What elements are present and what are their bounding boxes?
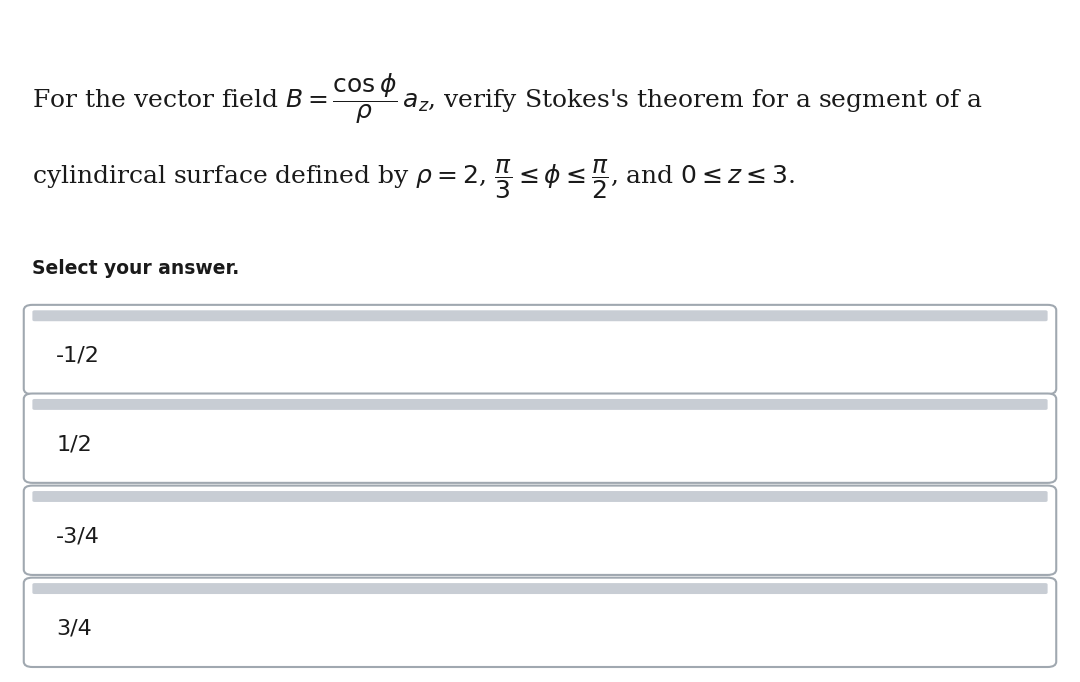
FancyBboxPatch shape xyxy=(24,305,1056,394)
Text: For the vector field $\mathit{B} = \dfrac{\cos\phi}{\rho}\,\mathit{a}_z$, verify: For the vector field $\mathit{B} = \dfra… xyxy=(32,72,983,126)
FancyBboxPatch shape xyxy=(32,399,1048,410)
Text: -1/2: -1/2 xyxy=(56,346,100,366)
Text: 3/4: 3/4 xyxy=(56,619,92,638)
FancyBboxPatch shape xyxy=(24,394,1056,483)
FancyBboxPatch shape xyxy=(24,578,1056,667)
FancyBboxPatch shape xyxy=(24,486,1056,575)
FancyBboxPatch shape xyxy=(32,583,1048,594)
FancyBboxPatch shape xyxy=(32,310,1048,321)
Text: cylindircal surface defined by $\rho = 2$, $\dfrac{\pi}{3} \leq \phi \leq \dfrac: cylindircal surface defined by $\rho = 2… xyxy=(32,157,795,201)
Text: 1/2: 1/2 xyxy=(56,434,92,454)
FancyBboxPatch shape xyxy=(32,491,1048,502)
Text: -3/4: -3/4 xyxy=(56,527,100,546)
Text: Select your answer.: Select your answer. xyxy=(32,259,240,278)
